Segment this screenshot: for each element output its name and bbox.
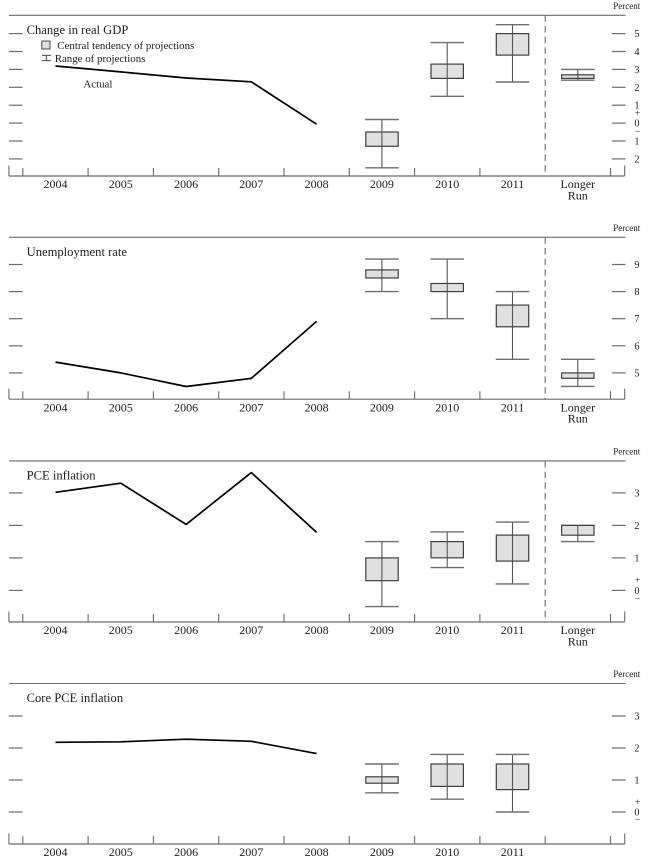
svg-text:Unemployment rate: Unemployment rate <box>27 245 128 259</box>
svg-text:2007: 2007 <box>239 177 263 191</box>
svg-text:2010: 2010 <box>435 845 459 859</box>
svg-text:−: − <box>635 595 640 605</box>
svg-text:Percent: Percent <box>613 669 640 679</box>
svg-text:0: 0 <box>634 586 639 597</box>
svg-text:2011: 2011 <box>501 400 525 414</box>
svg-text:Longer: Longer <box>560 400 595 414</box>
svg-text:Run: Run <box>568 634 588 648</box>
svg-text:+: + <box>635 798 640 808</box>
svg-text:+: + <box>635 109 640 119</box>
svg-text:1: 1 <box>634 776 639 787</box>
svg-text:6: 6 <box>634 341 639 352</box>
svg-text:Core PCE inflation: Core PCE inflation <box>27 691 124 705</box>
svg-text:2010: 2010 <box>435 623 459 637</box>
svg-text:Longer: Longer <box>560 177 595 191</box>
svg-text:Run: Run <box>568 412 588 426</box>
svg-text:PCE inflation: PCE inflation <box>27 468 97 482</box>
svg-text:−: − <box>635 127 640 137</box>
svg-text:−: − <box>635 816 640 826</box>
svg-text:Actual: Actual <box>83 79 112 91</box>
svg-text:Central tendency of projection: Central tendency of projections <box>57 40 194 52</box>
svg-text:2006: 2006 <box>174 400 198 414</box>
svg-text:8: 8 <box>634 287 639 298</box>
svg-text:1: 1 <box>634 101 639 112</box>
svg-text:Percent: Percent <box>613 1 640 11</box>
svg-text:2011: 2011 <box>501 623 525 637</box>
svg-text:2: 2 <box>634 154 639 165</box>
svg-text:2005: 2005 <box>109 177 133 191</box>
svg-text:0: 0 <box>634 119 639 130</box>
svg-text:+: + <box>635 576 640 586</box>
svg-text:Range of projections: Range of projections <box>55 53 146 65</box>
svg-text:1: 1 <box>634 137 639 148</box>
svg-text:Run: Run <box>568 188 588 202</box>
svg-text:2005: 2005 <box>109 623 133 637</box>
svg-text:3: 3 <box>634 65 639 76</box>
svg-text:3: 3 <box>634 488 639 499</box>
svg-text:2009: 2009 <box>370 623 394 637</box>
svg-text:2009: 2009 <box>370 845 394 859</box>
svg-text:2008: 2008 <box>305 177 329 191</box>
svg-text:Change in real GDP: Change in real GDP <box>27 23 129 37</box>
svg-text:7: 7 <box>634 314 639 325</box>
svg-text:2011: 2011 <box>501 845 525 859</box>
svg-text:2005: 2005 <box>109 400 133 414</box>
svg-text:2009: 2009 <box>370 177 394 191</box>
svg-text:2004: 2004 <box>44 845 68 859</box>
svg-text:2010: 2010 <box>435 400 459 414</box>
svg-text:5: 5 <box>634 368 639 379</box>
svg-text:2011: 2011 <box>501 177 525 191</box>
svg-text:2010: 2010 <box>435 177 459 191</box>
svg-text:2007: 2007 <box>239 845 263 859</box>
svg-text:2009: 2009 <box>370 400 394 414</box>
svg-text:2006: 2006 <box>174 845 198 859</box>
svg-text:3: 3 <box>634 712 639 723</box>
svg-text:2004: 2004 <box>44 623 68 637</box>
svg-text:2008: 2008 <box>305 623 329 637</box>
svg-text:2006: 2006 <box>174 177 198 191</box>
svg-text:2007: 2007 <box>239 623 263 637</box>
svg-text:2008: 2008 <box>305 400 329 414</box>
svg-text:2005: 2005 <box>109 845 133 859</box>
svg-text:Longer: Longer <box>560 623 595 637</box>
svg-text:2004: 2004 <box>44 400 68 414</box>
svg-text:9: 9 <box>634 260 639 271</box>
svg-text:4: 4 <box>634 47 639 58</box>
svg-text:0: 0 <box>634 808 639 819</box>
svg-text:2007: 2007 <box>239 400 263 414</box>
svg-text:2004: 2004 <box>44 177 68 191</box>
svg-text:2: 2 <box>634 83 639 94</box>
svg-text:1: 1 <box>634 553 639 564</box>
svg-text:2: 2 <box>634 521 639 532</box>
svg-text:Percent: Percent <box>613 223 640 233</box>
svg-text:5: 5 <box>634 29 639 40</box>
svg-text:2006: 2006 <box>174 623 198 637</box>
svg-text:Percent: Percent <box>613 447 640 457</box>
svg-text:2: 2 <box>634 744 639 755</box>
svg-text:2008: 2008 <box>305 845 329 859</box>
